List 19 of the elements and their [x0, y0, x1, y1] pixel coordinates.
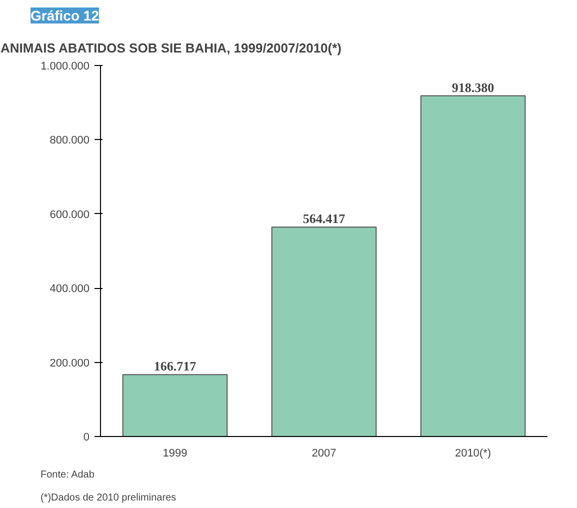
- text: Gráfico 12: [30, 8, 100, 24]
- text: (*)Dados de 2010 preliminares: [40, 492, 176, 504]
- data-label: 564.417: [302, 211, 346, 226]
- bar: [122, 374, 228, 436]
- y-tick-label: 200.000: [50, 357, 90, 370]
- y-tick-label: 1.000.000: [40, 60, 90, 72]
- x-tick-label: 2010(*): [454, 448, 492, 460]
- x-tick-label: 1999: [162, 448, 188, 460]
- y-tick-label: 0: [83, 432, 90, 444]
- source-note: Fonte: Adab: [40, 470, 95, 480]
- data-label: 918.380: [452, 80, 494, 95]
- y-tick-label: 400.000: [50, 283, 90, 296]
- bar: [420, 95, 526, 436]
- y-tick-label: 600.000: [50, 208, 90, 221]
- y-tick-label: 800.000: [50, 134, 90, 147]
- x-tick-label: 2007: [312, 448, 336, 460]
- data-label: 166.717: [154, 358, 197, 374]
- bar: [271, 226, 377, 436]
- chart-title: ANIMAIS ABATIDOS SOB SIE BAHIA, 1999/2007/2010(*): [0, 40, 342, 56]
